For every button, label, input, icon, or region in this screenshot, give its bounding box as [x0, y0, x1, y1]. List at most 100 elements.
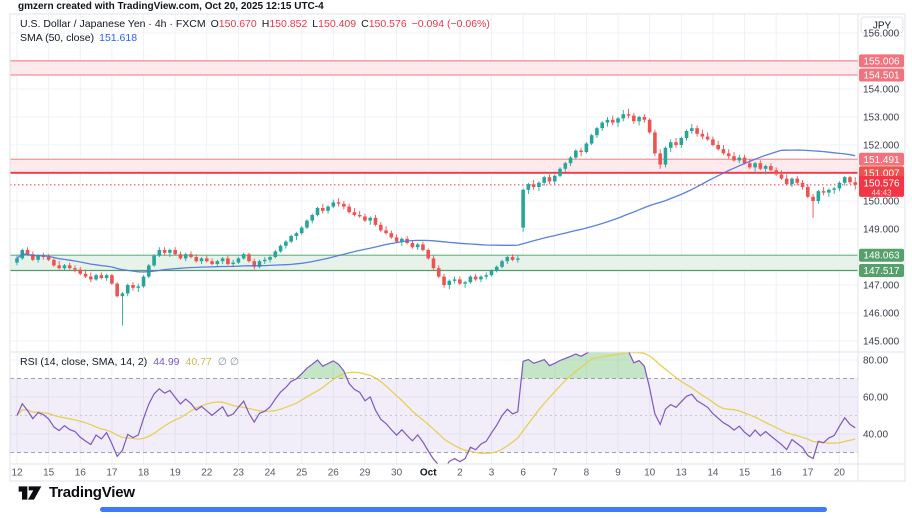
- candle: [115, 283, 119, 297]
- candle: [600, 122, 604, 129]
- candle: [521, 189, 525, 228]
- candle: [252, 261, 257, 267]
- candle: [489, 271, 494, 276]
- candle: [621, 114, 626, 119]
- candle: [837, 182, 842, 189]
- candle: [663, 147, 668, 165]
- series-legend: U.S. Dollar / Japanese Yen · 4h · FXCM O…: [20, 17, 490, 45]
- candle: [500, 261, 504, 267]
- candle: [526, 184, 531, 190]
- sma-indicator-value: 151.618: [99, 32, 138, 44]
- candle: [67, 265, 72, 269]
- candle: [189, 254, 193, 257]
- candle: [516, 258, 520, 260]
- date-tick-label: 29: [359, 468, 371, 479]
- candle: [679, 138, 684, 145]
- zone-price-label: 155.006: [859, 54, 904, 68]
- watermark-attribution: gmzern created with TradingView.com, Oct…: [18, 1, 324, 12]
- svg-text:154.501: 154.501: [863, 70, 900, 81]
- date-tick-label: 15: [43, 468, 55, 479]
- candle: [753, 163, 757, 168]
- ohlc-low: L150.409: [312, 18, 357, 30]
- candle: [99, 275, 104, 278]
- price-tick-label: 146.000: [863, 309, 900, 320]
- tradingview-brand-text: TradingView: [49, 484, 135, 501]
- candle: [552, 175, 557, 182]
- candle: [284, 241, 288, 246]
- date-tick-label: 8: [584, 468, 590, 479]
- zone-price-label: 151.491: [859, 152, 904, 166]
- candle: [684, 131, 689, 138]
- candle: [563, 163, 568, 169]
- candle: [289, 236, 293, 242]
- grid-lines: [10, 14, 858, 464]
- price-tick-label: 154.000: [863, 85, 900, 96]
- chart-frame: [9, 13, 906, 482]
- date-tick-label: 6: [520, 468, 526, 479]
- rsi-value: 44.99: [153, 356, 180, 368]
- candle: [737, 157, 742, 161]
- candle: [400, 238, 404, 242]
- candle: [547, 177, 552, 182]
- date-tick-label: 17: [106, 468, 118, 479]
- candle: [194, 257, 199, 262]
- candle: [168, 250, 172, 253]
- price-tick-label: 152.000: [863, 141, 900, 152]
- date-tick-label: 17: [802, 468, 814, 479]
- candle: [605, 119, 610, 123]
- candle: [531, 184, 536, 187]
- candle: [241, 254, 246, 259]
- candle: [832, 188, 836, 190]
- candle: [806, 187, 810, 197]
- candle: [46, 257, 51, 260]
- candle: [584, 143, 589, 152]
- price-tick-label: 147.000: [863, 281, 900, 292]
- candle: [748, 163, 752, 168]
- rsi-sma-value: 40.77: [185, 356, 212, 368]
- candle: [795, 178, 800, 183]
- candle: [473, 276, 478, 280]
- date-tick-label: 14: [707, 468, 719, 479]
- rsi-tick-label: 60.00: [863, 393, 888, 404]
- candle: [637, 117, 641, 122]
- candle: [811, 196, 815, 201]
- rsi-indicator-label[interactable]: RSI (14, close, SMA, 14, 2): [20, 356, 148, 368]
- price-tick-label: 150.000: [863, 197, 900, 208]
- candle: [273, 251, 278, 257]
- svg-text:147.517: 147.517: [863, 266, 900, 277]
- tradingview-brand[interactable]: TradingView: [18, 484, 135, 501]
- candle: [384, 230, 388, 234]
- candle: [658, 153, 662, 165]
- candle: [352, 212, 357, 215]
- rsi-empty-values: ∅ ∅: [217, 356, 239, 368]
- candle: [653, 132, 657, 154]
- candle: [700, 133, 705, 137]
- candle: [537, 182, 541, 187]
- date-tick-label: 20: [834, 468, 846, 479]
- candle: [616, 118, 620, 123]
- svg-text:148.063: 148.063: [863, 251, 900, 262]
- candle: [579, 150, 583, 152]
- zone-price-label: 148.063: [859, 248, 904, 262]
- candle: [299, 227, 304, 234]
- rsi-sma-line: [16, 352, 856, 454]
- candle: [315, 208, 320, 215]
- date-tick-label: 26: [328, 468, 340, 479]
- candle: [15, 258, 19, 263]
- ohlc-open: O150.670: [210, 18, 257, 30]
- sma-indicator-label[interactable]: SMA (50, close): [20, 32, 95, 44]
- candle: [721, 149, 726, 154]
- candle: [842, 177, 847, 183]
- candle: [542, 177, 546, 183]
- candle: [157, 250, 162, 256]
- price-tick-label: 156.000: [863, 29, 900, 40]
- rsi-line: [16, 352, 856, 464]
- svg-text:151.007: 151.007: [863, 168, 900, 179]
- candle: [610, 119, 615, 123]
- candle: [442, 276, 446, 285]
- candle: [210, 261, 214, 264]
- symbol-title[interactable]: U.S. Dollar / Japanese Yen · 4h · FXCM: [20, 18, 206, 30]
- candle: [378, 224, 383, 231]
- candle: [769, 166, 773, 171]
- candle: [668, 142, 673, 148]
